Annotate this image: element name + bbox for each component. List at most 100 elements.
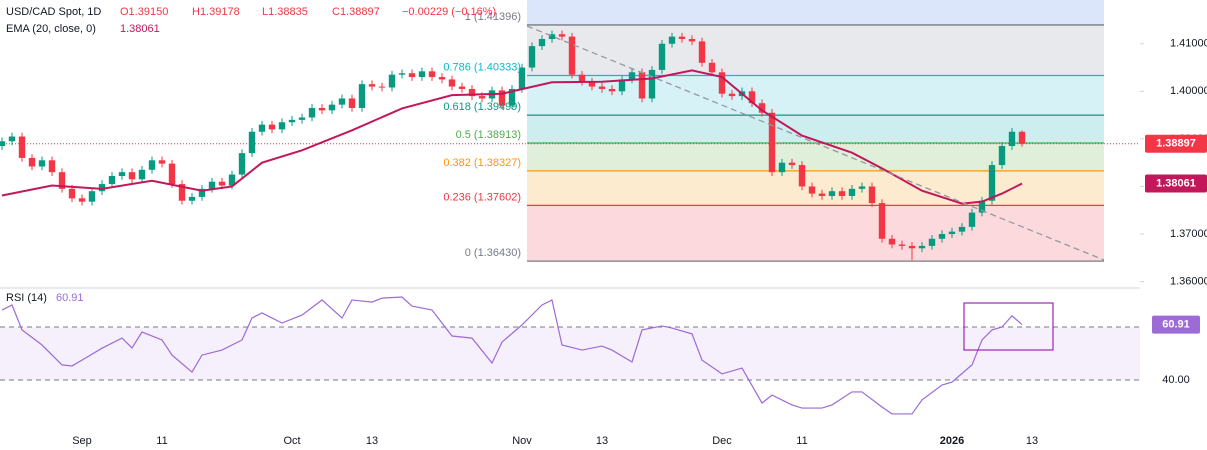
candle-body [588, 81, 596, 87]
candle-body [418, 71, 426, 78]
candle-body [68, 188, 76, 199]
candle-body [948, 231, 956, 235]
candle-body [888, 238, 896, 245]
candle-body [358, 84, 366, 108]
candle-body [558, 34, 566, 37]
x-tick-label: 13 [596, 435, 608, 447]
candle-body [388, 74, 396, 88]
candle-body [828, 191, 836, 196]
candle-body [908, 245, 916, 249]
candle-body [728, 93, 736, 97]
candle-body [578, 74, 586, 82]
candle-body [568, 36, 576, 75]
symbol: USD/CAD Spot, 1D [6, 6, 101, 18]
candle-body [258, 124, 266, 132]
candle-body [88, 191, 96, 202]
x-tick-label: 11 [796, 435, 807, 447]
candle-body [138, 169, 146, 180]
candle-body [1008, 131, 1016, 147]
y-tick-label: 1.41000 [1170, 38, 1207, 50]
candle-body [808, 186, 816, 194]
candle-body [308, 107, 316, 118]
candle-body [188, 196, 196, 201]
candle-body [0, 141, 6, 147]
x-tick-label: Nov [512, 435, 532, 447]
candle-body [928, 238, 936, 246]
ema-legend: EMA (20, close, 0) [6, 23, 96, 35]
candle-body [538, 39, 546, 47]
x-tick-label: Dec [712, 435, 732, 447]
rsi-band [0, 326, 1140, 380]
candle-body [628, 72, 636, 80]
trend-line [526, 25, 1105, 261]
candle-body [848, 188, 856, 196]
x-tick-label: 13 [1026, 435, 1038, 447]
candle-body [658, 43, 666, 70]
rsi-tick-label: 40.00 [1162, 374, 1190, 386]
price-badge [1145, 134, 1207, 153]
candle-body [968, 212, 976, 227]
candle-body [8, 136, 16, 142]
candle-body [438, 77, 446, 80]
candle-body [638, 72, 646, 99]
candle-body [18, 136, 26, 158]
high: H1.39178 [192, 6, 240, 18]
fib-zone [527, 24, 1104, 76]
candle-body [878, 203, 886, 239]
candle-body [678, 36, 686, 40]
candle-body [248, 131, 256, 154]
candle-body [398, 73, 406, 75]
candle-body [128, 172, 136, 180]
fib-zone [527, 143, 1104, 171]
open: O1.39150 [120, 6, 168, 18]
y-tick-label: 1.40000 [1170, 85, 1207, 97]
candle-body [58, 172, 66, 189]
candle-body [48, 160, 56, 173]
candle-body [868, 186, 876, 204]
candle-body [858, 186, 866, 189]
candle-body [238, 153, 246, 175]
candle-body [788, 162, 796, 166]
candle-body [758, 103, 766, 113]
candle-body [708, 62, 716, 73]
fib-label: 0.236 (1.37602) [443, 191, 521, 203]
fib-top-zone [527, 0, 1104, 25]
x-tick-label: 13 [366, 435, 378, 447]
candle-body [38, 160, 46, 167]
candle-body [208, 181, 216, 189]
candle-body [288, 119, 296, 123]
candle-body [118, 172, 126, 176]
fib-label: 0.786 (1.40333) [443, 61, 521, 73]
rsi-badge [1152, 315, 1200, 334]
highlight-box [963, 302, 1054, 351]
candle-body [218, 181, 226, 186]
candle-body [348, 98, 356, 108]
candle-body [368, 84, 376, 87]
candle-body [408, 73, 416, 78]
change: −0.00229 (−0.16%) [402, 6, 496, 18]
fib-label: 0.618 (1.39499) [443, 101, 521, 113]
y-tick-label: 1.42000 [1170, 0, 1207, 2]
candle-body [498, 90, 506, 106]
candle-body [458, 86, 466, 89]
ema-value: 1.38061 [120, 23, 160, 35]
close: C1.38897 [332, 6, 380, 18]
rsi-value: 60.91 [56, 292, 84, 304]
candle-body [938, 234, 946, 239]
candle-body [78, 198, 86, 202]
candle-body [608, 88, 616, 92]
rsi-line [1, 296, 1023, 415]
candle-body [318, 107, 326, 111]
candle-body [1018, 131, 1026, 144]
candle-body [778, 162, 786, 173]
candle-body [278, 122, 286, 130]
candle-body [98, 184, 106, 192]
rsi-title: RSI (14) [6, 292, 47, 304]
candle-body [688, 39, 696, 42]
candle-body [148, 160, 156, 170]
candle-body [898, 244, 906, 246]
candle-body [648, 69, 656, 99]
rsi-badge-label: 60.91 [1162, 318, 1190, 330]
y-tick-label: 1.36000 [1170, 275, 1207, 287]
candle-body [228, 174, 236, 186]
